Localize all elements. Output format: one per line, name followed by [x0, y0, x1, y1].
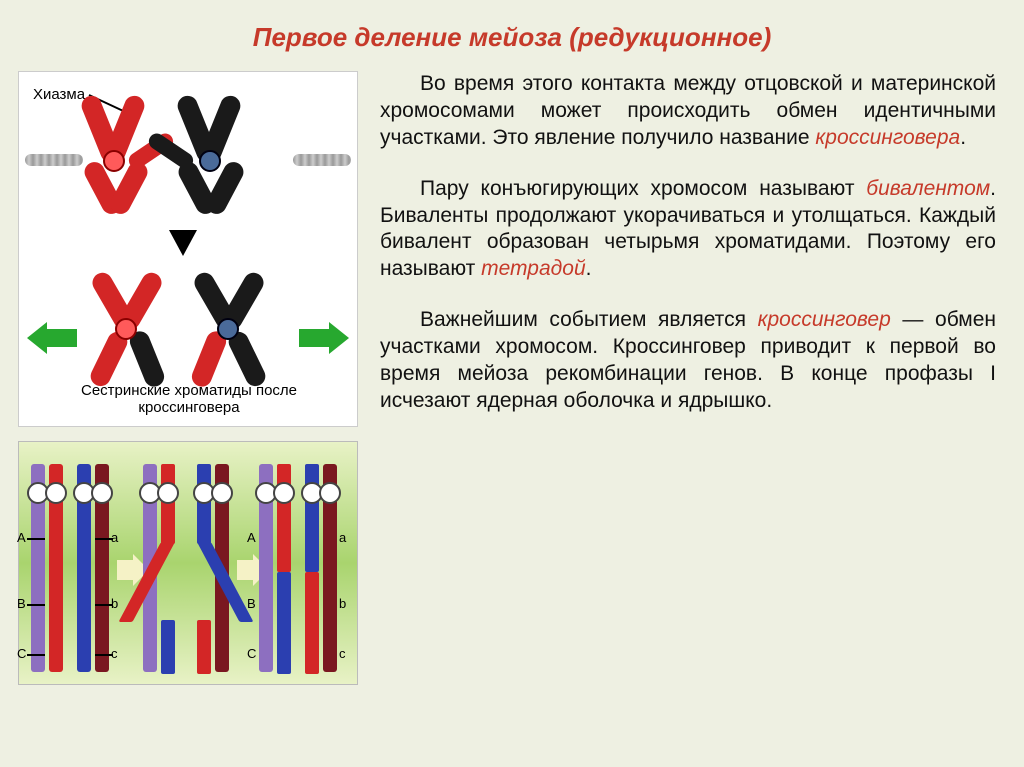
sister-chromatids-label: Сестринские хроматиды после кроссинговер…: [59, 382, 319, 416]
p2-highlight-1: бивалентом: [866, 177, 990, 200]
p2-text-c: .: [586, 257, 592, 280]
p2-blue-bottom: [161, 620, 175, 674]
p1-label-A: A: [17, 530, 26, 545]
p3-highlight: кроссинговер: [758, 308, 891, 331]
arrow-down-icon: [169, 230, 197, 256]
crossing-over-diagram: A B C a b c: [18, 441, 358, 685]
p2-red-top: [161, 464, 175, 544]
title-text: Первое деление мейоза (редукционное): [253, 22, 771, 52]
p1-label-a: a: [111, 530, 118, 545]
p3-label-a: a: [339, 530, 346, 545]
p1-label-b: b: [111, 596, 118, 611]
p2-blue-top: [197, 464, 211, 544]
left-column: Хиазма: [18, 71, 358, 685]
paragraph-1: Во время этого контакта между отцовской …: [380, 71, 996, 152]
top-dark-centromere: [199, 150, 221, 172]
p1-label-B: B: [17, 596, 26, 611]
p2-red-bottom: [197, 620, 211, 674]
p3-label-C: C: [247, 646, 256, 661]
p1-text-b: .: [960, 126, 966, 149]
p3-s3-bot: [305, 572, 319, 674]
p3-label-b: b: [339, 596, 346, 611]
green-arrow-right: [299, 322, 349, 354]
p3-s2-bot: [277, 572, 291, 674]
p3-label-B: B: [247, 596, 256, 611]
spindle-right: [293, 154, 351, 166]
top-red-centromere: [103, 150, 125, 172]
paragraph-3: Важнейшим событием является кроссинговер…: [380, 307, 996, 415]
p1-centro-2: [45, 482, 67, 504]
crossover-panel-3: A B C a b c: [255, 442, 355, 684]
paragraph-2: Пару конъюгирующих хромосом называют бив…: [380, 176, 996, 284]
crossover-panel-2: [135, 442, 239, 684]
content-row: Хиазма: [0, 53, 1024, 685]
page-title: Первое деление мейоза (редукционное): [0, 0, 1024, 53]
p1-highlight: кроссинговера: [815, 126, 960, 149]
p2-highlight-2: тетрадой: [481, 257, 586, 280]
crossover-panel-1: A B C a b c: [23, 442, 117, 684]
p1-centro-4: [91, 482, 113, 504]
chiasma-diagram: Хиазма: [18, 71, 358, 427]
p3-s3-top: [305, 464, 319, 572]
p3-s2-top: [277, 464, 291, 572]
chiasma-label: Хиазма: [33, 86, 85, 103]
p3-label-c: c: [339, 646, 346, 661]
bot-dark-centromere: [217, 318, 239, 340]
bot-red-centromere: [115, 318, 137, 340]
green-arrow-left: [27, 322, 77, 354]
p3-label-A: A: [247, 530, 256, 545]
spindle-left: [25, 154, 83, 166]
p2-text-a: Пару конъюгирующих хромосом называют: [420, 177, 866, 200]
text-column: Во время этого контакта между отцовской …: [380, 71, 996, 685]
p3-text-a: Важнейшим событием является: [420, 308, 758, 331]
p1-label-C: C: [17, 646, 26, 661]
p1-label-c: c: [111, 646, 118, 661]
